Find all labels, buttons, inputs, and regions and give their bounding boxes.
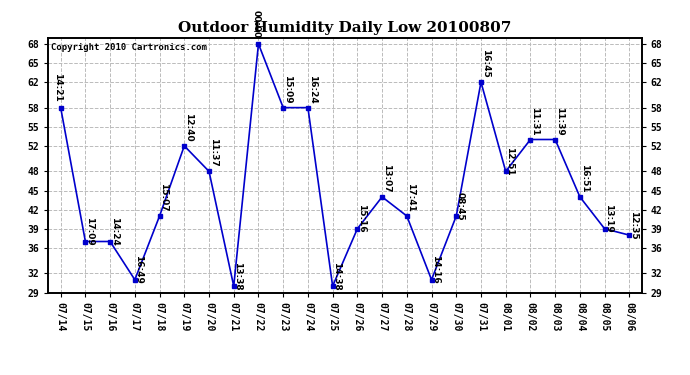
Text: 16:24: 16:24 [308,75,317,104]
Text: 17:41: 17:41 [406,183,415,212]
Text: 14:21: 14:21 [53,74,62,102]
Text: 11:31: 11:31 [530,107,539,135]
Text: 12:51: 12:51 [505,147,514,176]
Text: 13:19: 13:19 [604,204,613,233]
Text: 00:00: 00:00 [251,10,260,38]
Text: 16:51: 16:51 [580,164,589,193]
Text: 13:07: 13:07 [382,164,391,193]
Text: Copyright 2010 Cartronics.com: Copyright 2010 Cartronics.com [51,43,207,52]
Text: 14:38: 14:38 [333,261,342,290]
Text: 12:40: 12:40 [184,113,193,142]
Title: Outdoor Humidity Daily Low 20100807: Outdoor Humidity Daily Low 20100807 [178,21,512,35]
Text: 11:39: 11:39 [555,106,564,135]
Text: 11:37: 11:37 [208,138,217,167]
Text: 14:24: 14:24 [110,217,119,246]
Text: 14:16: 14:16 [431,255,440,284]
Text: 15:16: 15:16 [357,204,366,233]
Text: 15:09: 15:09 [283,75,292,104]
Text: 17:09: 17:09 [85,217,94,246]
Text: 16:49: 16:49 [135,255,144,284]
Text: 16:45: 16:45 [481,49,490,78]
Text: 12:35: 12:35 [629,211,638,239]
Text: 13:38: 13:38 [233,262,242,290]
Text: 08:45: 08:45 [456,192,465,220]
Text: 15:07: 15:07 [159,183,168,212]
